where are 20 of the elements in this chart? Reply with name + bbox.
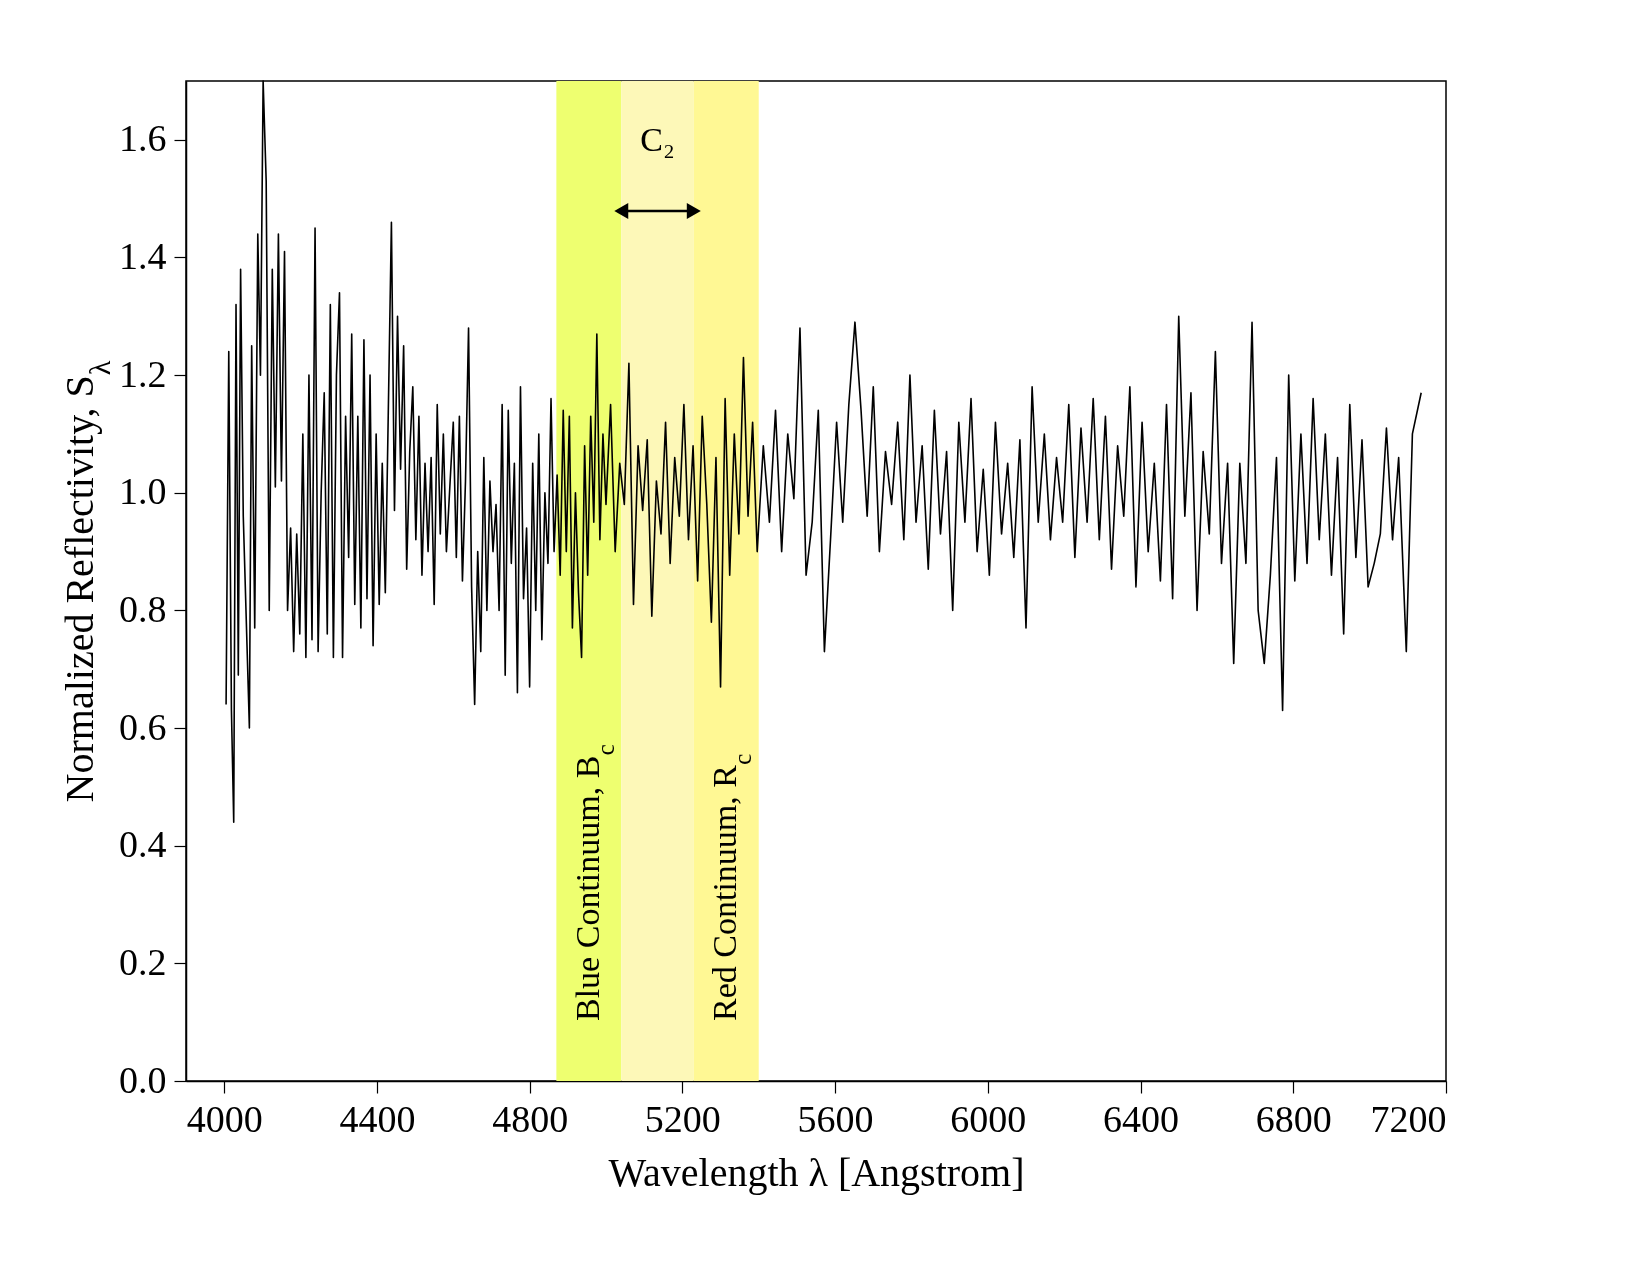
- annotation: C₂: [640, 121, 675, 158]
- x-axis-title: Wavelength λ [Angstrom]: [608, 1149, 1025, 1195]
- y-tick-label: 1.0: [119, 470, 167, 513]
- y-tick-label: 1.2: [119, 352, 167, 395]
- x-tick-label: 7200: [1370, 1097, 1447, 1140]
- y-tick-label: 1.4: [119, 234, 167, 277]
- x-tick-label: 4800: [492, 1097, 569, 1140]
- y-tick-label: 0.0: [119, 1058, 167, 1101]
- y-tick-label: 0.2: [119, 940, 167, 983]
- x-tick-label: 6400: [1103, 1097, 1180, 1140]
- x-tick-label: 4400: [339, 1097, 416, 1140]
- x-tick-label: 6800: [1255, 1097, 1332, 1140]
- y-tick-label: 0.6: [119, 705, 167, 748]
- y-tick-label: 0.8: [119, 587, 167, 630]
- x-tick-label: 5600: [797, 1097, 874, 1140]
- x-tick-label: 6000: [950, 1097, 1027, 1140]
- x-tick-label: 5200: [644, 1097, 721, 1140]
- y-tick-label: 1.6: [119, 117, 167, 160]
- x-tick-label: 4000: [186, 1097, 263, 1140]
- y-tick-label: 0.4: [119, 823, 167, 866]
